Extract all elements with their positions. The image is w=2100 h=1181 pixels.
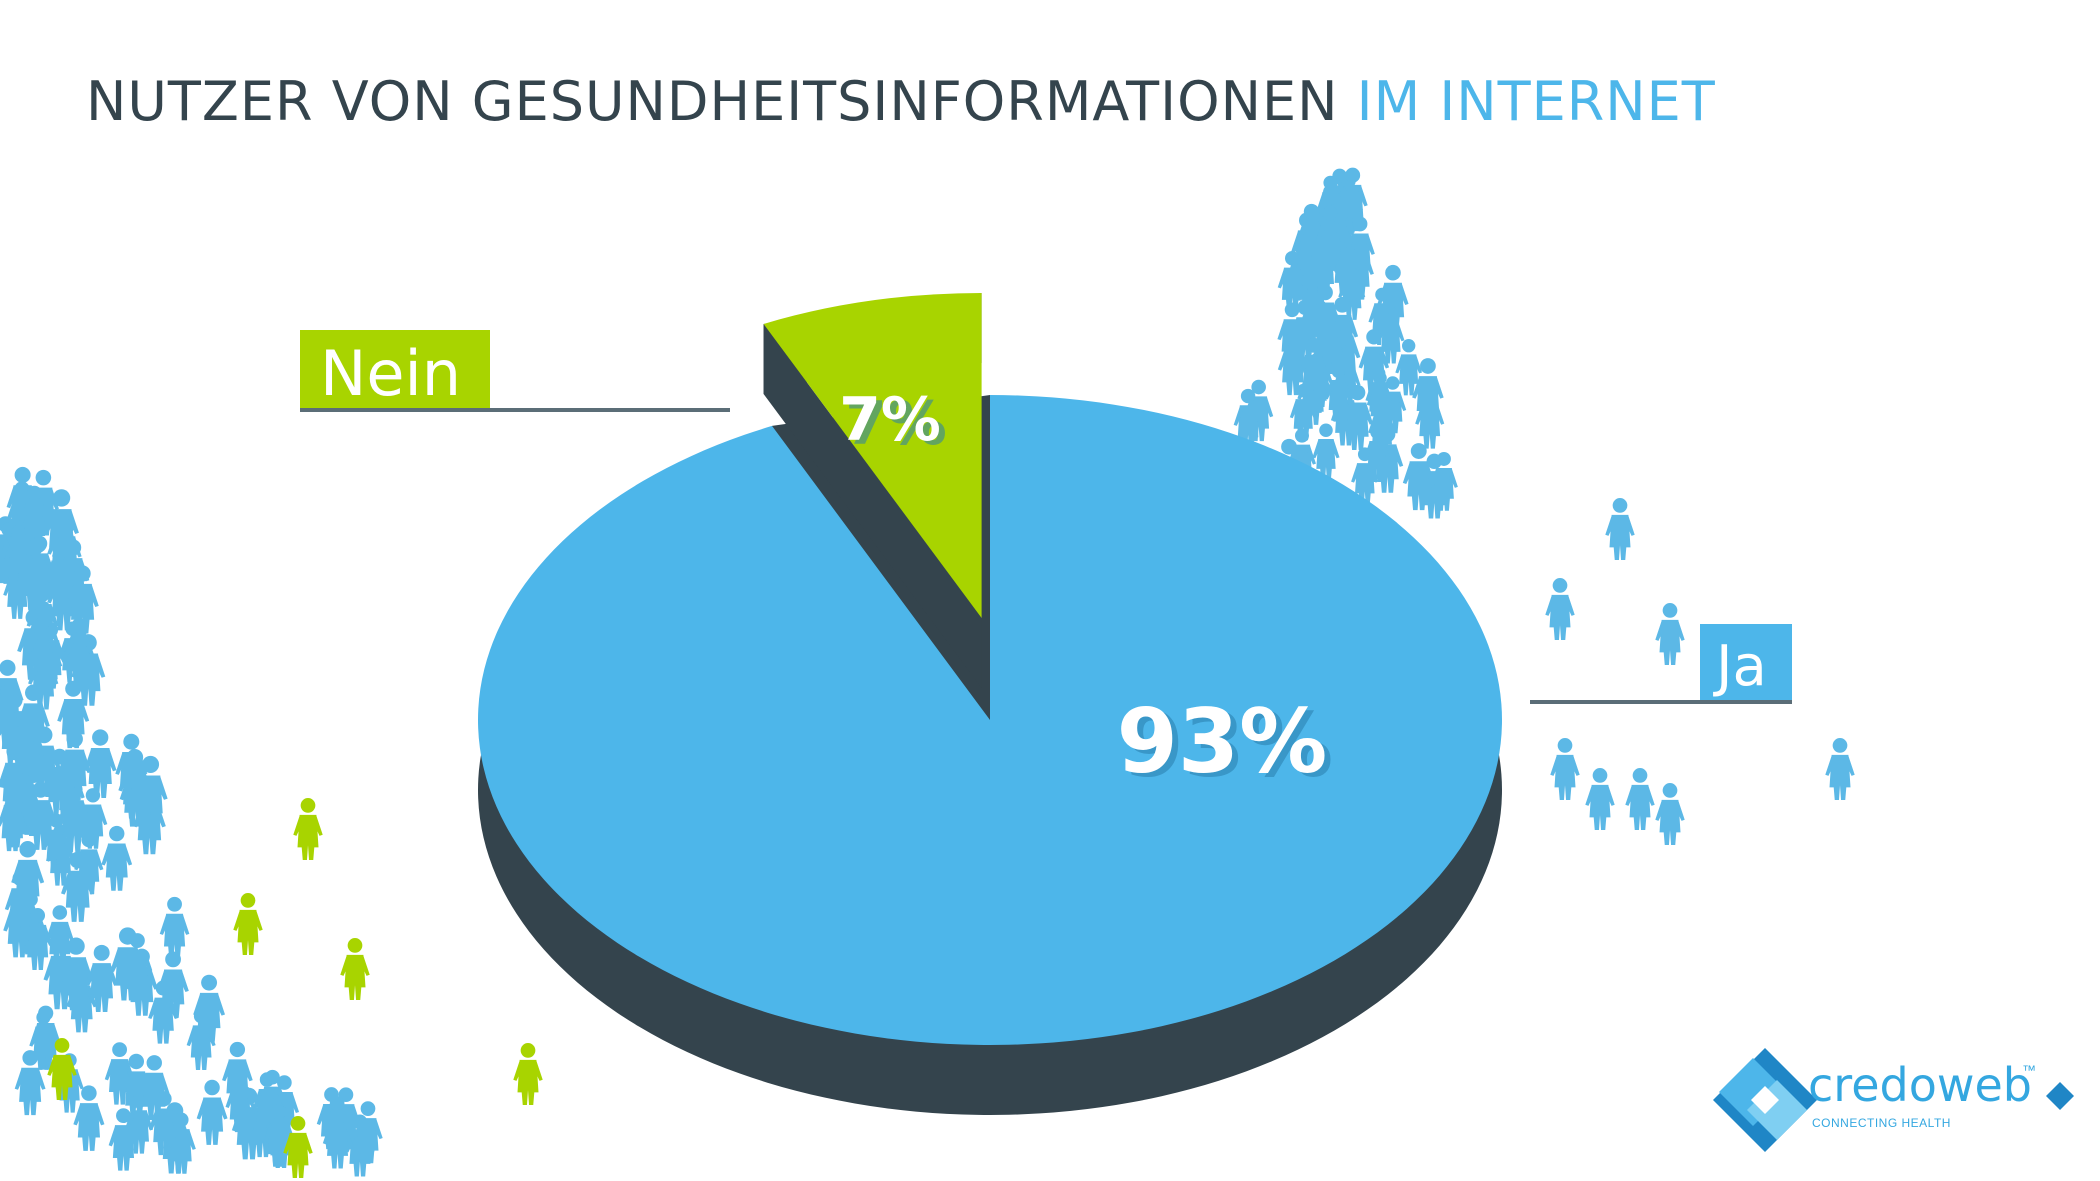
- person-figure: [1605, 498, 1635, 560]
- person-figure: [83, 729, 117, 798]
- pie-slice-nein: [763, 293, 982, 619]
- slice-value-shadow: 93%: [1123, 694, 1334, 797]
- credoweb-logo-icon: [1713, 1048, 2074, 1152]
- person-figure: [340, 938, 370, 1000]
- person-figure: [293, 798, 323, 860]
- pie-slice-ja: [478, 395, 1503, 1046]
- title-accent: IM INTERNET: [1356, 70, 1716, 133]
- pie-slice-cut-nein: [763, 323, 982, 689]
- person-figure: [196, 1079, 228, 1145]
- slice-value-ja: 93%: [1117, 690, 1328, 793]
- person-figure: [1585, 768, 1615, 830]
- person-figure: [233, 893, 263, 955]
- logo-word-b: web: [1936, 1058, 2032, 1112]
- slice-value-shadow: 7%: [845, 389, 947, 459]
- logo-diamond-shape: [1751, 1086, 1779, 1114]
- person-figure: [513, 1043, 543, 1105]
- callout-label-nein: Nein: [320, 337, 461, 410]
- person-figure: [1550, 738, 1580, 800]
- person-figure: [1825, 738, 1855, 800]
- title-main: NUTZER VON GESUNDHEITSINFORMATIONEN: [86, 70, 1357, 133]
- person-figure: [1625, 768, 1655, 830]
- credoweb-logo-text: credoweb: [1808, 1062, 2032, 1108]
- person-figure: [159, 896, 190, 960]
- pie-chart: 93%93% 7%7%: [478, 293, 1503, 1116]
- page-title: NUTZER VON GESUNDHEITSINFORMATIONEN IM I…: [86, 70, 1716, 133]
- callout-label-ja: Ja: [1713, 634, 1767, 699]
- person-figure: [1655, 603, 1685, 665]
- logo-trademark: ™: [2022, 1062, 2036, 1078]
- person-figure: [1655, 783, 1685, 845]
- callout-box-ja: [1700, 624, 1792, 702]
- slice-value-nein: 7%: [839, 385, 941, 455]
- person-figure: [101, 825, 133, 891]
- person-figure: [1545, 578, 1575, 640]
- callout-box-nein: [300, 330, 490, 408]
- logo-word-a: credo: [1808, 1058, 1937, 1112]
- logo-tagline: CONNECTING HEALTH: [1812, 1116, 1951, 1130]
- logo-diamond-shape: [2046, 1082, 2074, 1110]
- slice-callouts: Nein Ja: [300, 330, 1792, 704]
